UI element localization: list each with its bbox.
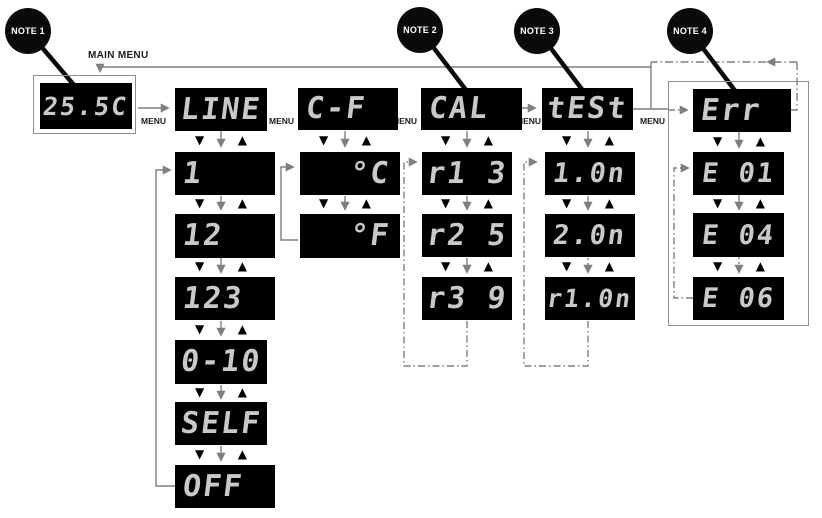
updown-arrows: ▼ ▲ xyxy=(319,134,371,146)
display-line-option-0-10: 0-10 xyxy=(175,340,267,384)
updown-arrows: ▼ ▲ xyxy=(713,135,765,147)
note-2-label: NOTE 2 xyxy=(403,25,437,35)
up-arrow-icon: ▲ xyxy=(604,133,614,147)
updown-arrows: ▼ ▲ xyxy=(195,386,247,398)
up-arrow-icon: ▲ xyxy=(604,259,614,273)
display-line-option-1: 1 xyxy=(175,152,275,195)
updown-arrows: ▼ ▲ xyxy=(195,448,247,460)
down-arrow-icon: ▼ xyxy=(195,447,205,461)
err-exit-line xyxy=(784,62,798,111)
display-err-option-e04: E 04 xyxy=(693,213,784,257)
menu-label: MENU xyxy=(392,116,418,126)
display-cal-option-r2: r2 5 xyxy=(422,214,512,257)
up-arrow-icon: ▲ xyxy=(237,196,247,210)
updown-arrows: ▼ ▲ xyxy=(195,260,247,272)
note-3-label: NOTE 3 xyxy=(520,26,554,36)
menu-label: MENU xyxy=(516,116,542,126)
display-line-option-123: 123 xyxy=(175,277,275,320)
up-arrow-icon: ▲ xyxy=(237,322,247,336)
down-arrow-icon: ▼ xyxy=(441,259,451,273)
display-cf-option-c: °C xyxy=(300,152,400,195)
display-cf-option-f: °F xyxy=(300,214,400,258)
note-4-callout: NOTE 4 xyxy=(667,8,713,54)
up-arrow-icon: ▲ xyxy=(483,133,493,147)
down-arrow-icon: ▼ xyxy=(441,196,451,210)
up-arrow-icon: ▲ xyxy=(361,196,371,210)
down-arrow-icon: ▼ xyxy=(562,259,572,273)
display-line-option-self: SELF xyxy=(175,402,267,445)
down-arrow-icon: ▼ xyxy=(195,322,205,336)
note-2-callout: NOTE 2 xyxy=(397,7,443,53)
down-arrow-icon: ▼ xyxy=(195,385,205,399)
up-arrow-icon: ▲ xyxy=(755,196,765,210)
updown-arrows: ▼ ▲ xyxy=(562,134,614,146)
display-reading: 25.5C xyxy=(40,83,132,129)
err-options-loop xyxy=(673,163,693,299)
display-err-option-e06: E 06 xyxy=(693,277,784,320)
reading-display-frame xyxy=(33,75,136,134)
down-arrow-icon: ▼ xyxy=(319,196,329,210)
updown-arrows: ▼ ▲ xyxy=(441,197,493,209)
updown-arrows: ▼ ▲ xyxy=(195,134,247,146)
display-line-option-12: 12 xyxy=(175,214,275,258)
up-arrow-icon: ▲ xyxy=(483,196,493,210)
down-arrow-icon: ▼ xyxy=(713,259,723,273)
up-arrow-icon: ▲ xyxy=(237,259,247,273)
up-arrow-icon: ▲ xyxy=(237,133,247,147)
menu-label: MENU xyxy=(269,116,295,126)
updown-arrows: ▼ ▲ xyxy=(195,323,247,335)
cal-options-loop xyxy=(403,157,468,367)
up-arrow-icon: ▲ xyxy=(237,385,247,399)
main-menu-label: MAIN MENU xyxy=(88,50,149,61)
display-menu-cf: C-F xyxy=(298,88,398,130)
err-group-frame xyxy=(668,81,809,326)
down-arrow-icon: ▼ xyxy=(195,196,205,210)
test-options-loop xyxy=(523,157,589,367)
display-err-option-e01: E 01 xyxy=(693,152,784,195)
down-arrow-icon: ▼ xyxy=(441,133,451,147)
display-cal-option-r3: r3 9 xyxy=(422,277,512,320)
updown-arrows: ▼ ▲ xyxy=(441,260,493,272)
up-arrow-icon: ▲ xyxy=(237,447,247,461)
up-arrow-icon: ▲ xyxy=(604,196,614,210)
down-arrow-icon: ▼ xyxy=(195,133,205,147)
display-menu-err: Err xyxy=(693,89,791,132)
down-arrow-icon: ▼ xyxy=(562,133,572,147)
cf-options-loop xyxy=(280,162,298,241)
up-arrow-icon: ▲ xyxy=(361,133,371,147)
note-1-callout: NOTE 1 xyxy=(5,8,51,54)
up-arrow-icon: ▲ xyxy=(483,259,493,273)
updown-arrows: ▼ ▲ xyxy=(441,134,493,146)
down-arrow-icon: ▼ xyxy=(562,196,572,210)
up-arrow-icon: ▲ xyxy=(755,259,765,273)
note-3-callout: NOTE 3 xyxy=(514,8,560,54)
updown-arrows: ▼ ▲ xyxy=(713,197,765,209)
display-cal-option-r1: r1 3 xyxy=(422,152,512,195)
updown-arrows: ▼ ▲ xyxy=(713,260,765,272)
updown-arrows: ▼ ▲ xyxy=(562,260,614,272)
display-test-option-1on: 1.0n xyxy=(545,152,635,195)
down-arrow-icon: ▼ xyxy=(713,134,723,148)
display-menu-line: LINE xyxy=(175,88,267,131)
down-arrow-icon: ▼ xyxy=(195,259,205,273)
display-test-option-r1on: r1.0n xyxy=(545,277,635,320)
down-arrow-icon: ▼ xyxy=(713,196,723,210)
display-test-option-2on: 2.0n xyxy=(545,214,635,257)
updown-arrows: ▼ ▲ xyxy=(195,197,247,209)
up-arrow-icon: ▲ xyxy=(755,134,765,148)
note-1-label: NOTE 1 xyxy=(11,26,45,36)
updown-arrows: ▼ ▲ xyxy=(319,197,371,209)
display-line-option-off: OFF xyxy=(175,465,275,508)
down-arrow-icon: ▼ xyxy=(319,133,329,147)
menu-label: MENU xyxy=(141,116,167,126)
note-4-label: NOTE 4 xyxy=(673,26,707,36)
display-menu-cal: CAL xyxy=(421,88,522,130)
menu-label: MENU xyxy=(640,116,666,126)
display-menu-test: tESt xyxy=(542,88,633,130)
line-options-loop xyxy=(155,165,175,487)
updown-arrows: ▼ ▲ xyxy=(562,197,614,209)
